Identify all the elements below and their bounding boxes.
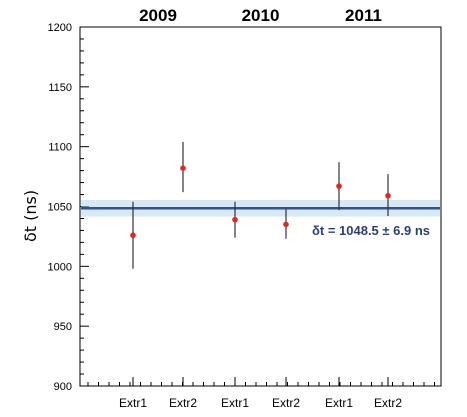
data-point xyxy=(180,165,186,172)
x-category-label: Extr2 xyxy=(169,396,197,410)
x-category-label: Extr2 xyxy=(374,396,402,410)
x-category-label: Extr2 xyxy=(272,396,300,410)
axis-layer: 900 950 1000 1050 1100 1150 1200 Extr1 Extr2 Extr… xyxy=(48,6,435,410)
y-tick-label: 950 xyxy=(54,321,72,333)
x-category-label: Extr1 xyxy=(325,396,353,410)
y-tick-label: 1150 xyxy=(48,82,72,94)
y-tick-label: 900 xyxy=(54,381,72,393)
marks-layer xyxy=(130,141,391,269)
x-category-label: Extr1 xyxy=(221,396,249,410)
year-group-label: 2011 xyxy=(345,6,382,25)
reference-annotation: δt = 1048.5 ± 6.9 ns xyxy=(312,223,430,238)
data-point xyxy=(283,221,289,228)
y-axis-title: δt (ns) xyxy=(21,190,40,242)
year-group-label: 2010 xyxy=(242,6,280,25)
y-tick-label: 1200 xyxy=(48,22,72,34)
data-point xyxy=(385,192,391,199)
reference-band-layer xyxy=(81,200,440,217)
data-point xyxy=(130,232,136,239)
y-tick-label: 1000 xyxy=(48,261,72,273)
data-point xyxy=(336,183,342,189)
y-tick-label: 1050 xyxy=(48,202,72,214)
year-group-label: 2009 xyxy=(139,6,177,25)
x-category-label: Extr1 xyxy=(119,396,147,410)
y-tick-label: 1100 xyxy=(48,142,72,154)
data-point xyxy=(232,216,238,223)
